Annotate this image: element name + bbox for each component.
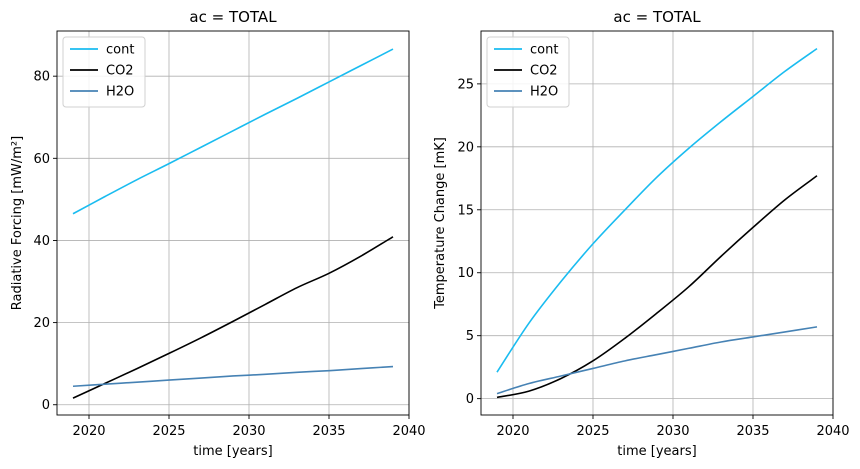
y-tick-label: 80	[33, 70, 50, 85]
x-tick-label: 2025	[152, 424, 185, 439]
x-tick-label: 2040	[392, 424, 425, 439]
legend-label: H2O	[530, 85, 558, 100]
y-axis-label: Temperature Change [mK]	[433, 137, 448, 310]
y-tick-label: 0	[466, 392, 474, 407]
x-axis-label: time [years]	[617, 444, 696, 459]
x-tick-label: 2030	[656, 424, 689, 439]
x-axis-label: time [years]	[193, 444, 272, 459]
series-line-h2o	[496, 326, 818, 395]
series-group	[496, 47, 818, 399]
x-tick-label: 2030	[232, 424, 265, 439]
series-line-cont	[72, 48, 394, 215]
legend-box	[486, 36, 570, 108]
y-tick-label: 0	[42, 398, 50, 413]
legend: cont CO2 H2O	[486, 36, 570, 108]
y-tick-label: 25	[457, 77, 474, 92]
legend-label: cont	[530, 43, 558, 58]
x-tick-label: 2020	[72, 424, 105, 439]
legend-label: CO2	[530, 64, 558, 79]
chart-title: ac = TOTAL	[189, 8, 277, 26]
x-tick-label: 2040	[816, 424, 849, 439]
legend-box	[62, 36, 146, 108]
y-tick-label: 20	[457, 140, 474, 155]
x-tick-label: 2035	[736, 424, 769, 439]
x-tick-label: 2025	[576, 424, 609, 439]
y-tick-label: 15	[457, 203, 474, 218]
series-line-co2	[72, 236, 394, 399]
series-line-co2	[496, 175, 818, 399]
y-tick-label: 20	[33, 316, 50, 331]
y-tick-label: 10	[457, 266, 474, 281]
x-tick-label: 2035	[312, 424, 345, 439]
series-line-h2o	[72, 365, 394, 388]
y-tick-label: 5	[466, 329, 474, 344]
axes-frame	[56, 30, 410, 416]
legend-label: CO2	[106, 64, 134, 79]
legend-label: H2O	[106, 85, 134, 100]
legend-label: cont	[106, 43, 134, 58]
y-axis-label: Radiative Forcing [mW/m²]	[10, 136, 25, 310]
axes-frame	[480, 30, 834, 416]
legend: cont CO2 H2O	[62, 36, 146, 108]
series-group	[72, 48, 394, 399]
x-tick-label: 2020	[496, 424, 529, 439]
chart-title: ac = TOTAL	[613, 8, 701, 26]
y-tick-label: 40	[33, 234, 50, 249]
y-tick-label: 60	[33, 152, 50, 167]
series-line-cont	[496, 47, 818, 373]
